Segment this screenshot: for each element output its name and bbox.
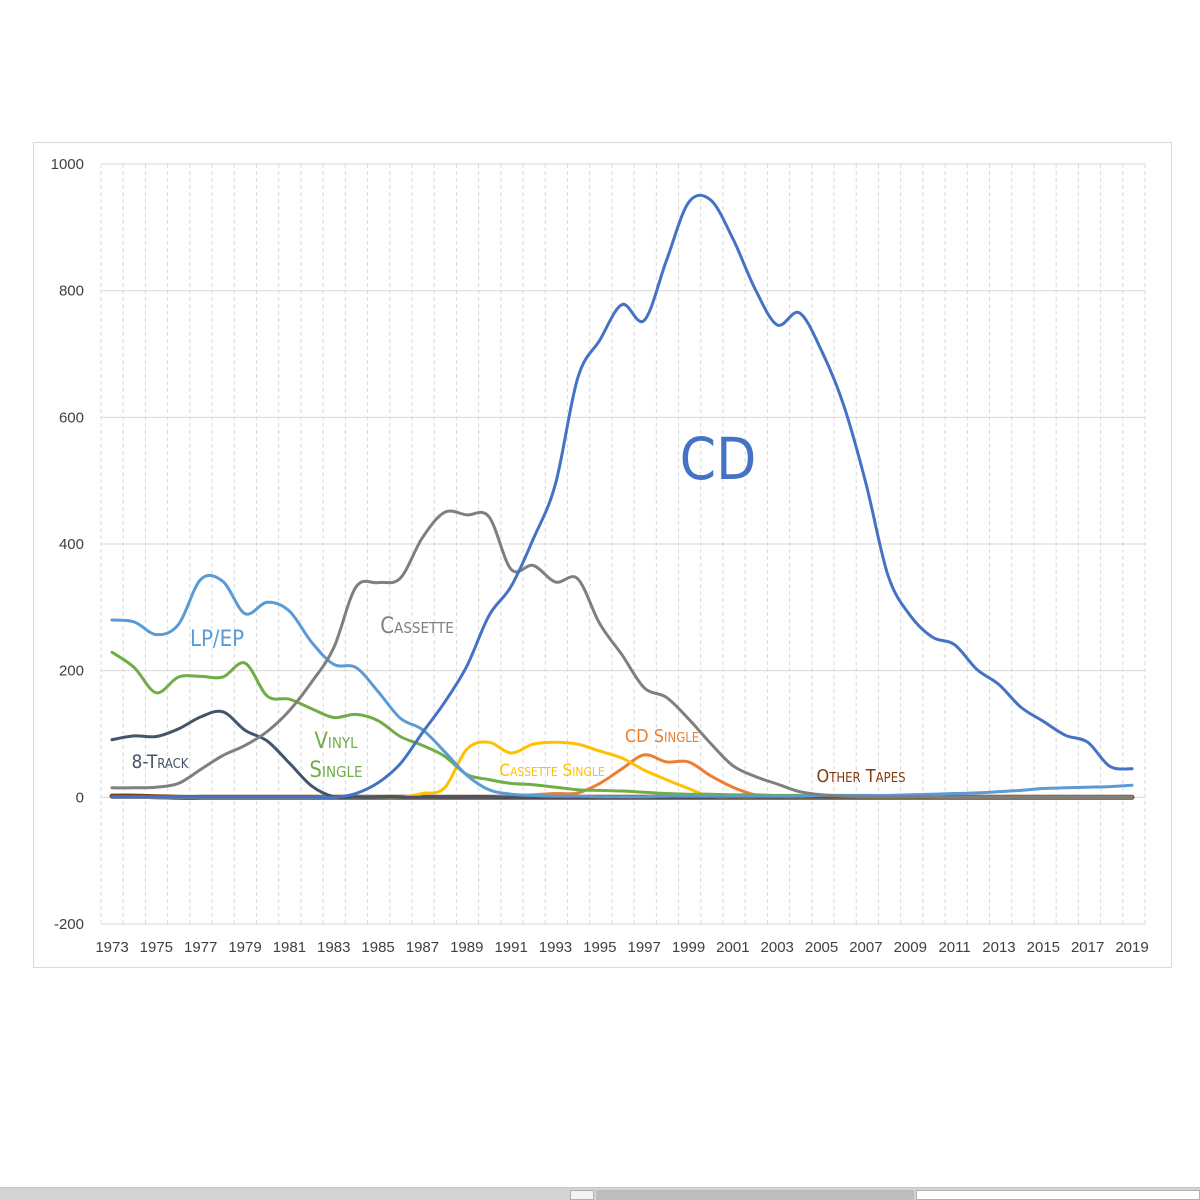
x-tick-label: 1983 bbox=[317, 939, 350, 956]
x-tick-label: 1995 bbox=[583, 939, 616, 956]
x-tick-label: 1985 bbox=[361, 939, 394, 956]
x-tick-label: 2009 bbox=[894, 939, 927, 956]
x-tick-label: 2013 bbox=[982, 939, 1015, 956]
series-label-vinyl-single: Single bbox=[309, 758, 362, 783]
x-tick-label: 1979 bbox=[228, 939, 261, 956]
y-tick-label: 600 bbox=[59, 409, 84, 426]
x-tick-label: 2005 bbox=[805, 939, 838, 956]
x-tick-label: 2001 bbox=[716, 939, 749, 956]
x-tick-label: 1981 bbox=[273, 939, 306, 956]
y-tick-label: 1000 bbox=[51, 156, 84, 173]
x-tick-label: 2017 bbox=[1071, 939, 1104, 956]
series-labels: 8-Track LP/EP Vinyl Single Cassette CD Cassett… bbox=[132, 425, 906, 787]
x-tick-label: 1999 bbox=[672, 939, 705, 956]
x-tick-label: 2019 bbox=[1115, 939, 1148, 956]
x-axis-ticks: 1973 1975 1977 1979 1981 1983 1985 1987 1989 1991… bbox=[95, 939, 1148, 956]
series-label-cd-single: CD Single bbox=[625, 726, 699, 747]
x-tick-label: 1991 bbox=[494, 939, 527, 956]
x-tick-label: 1997 bbox=[627, 939, 660, 956]
series-line-8-track bbox=[110, 709, 1134, 800]
x-tick-label: 1973 bbox=[95, 939, 128, 956]
y-tick-label: 0 bbox=[76, 789, 84, 806]
series-label-8-track: 8-Track bbox=[132, 751, 189, 773]
x-tick-label: 1975 bbox=[140, 939, 173, 956]
x-tick-label: 1987 bbox=[406, 939, 439, 956]
series-label-other-tapes: Other Tapes bbox=[816, 766, 905, 787]
y-tick-label: 400 bbox=[59, 536, 84, 553]
series-lines bbox=[109, 193, 1135, 800]
chart-frame: -200 0 200 400 600 800 1000 1973 1975 1977 1979 19… bbox=[33, 142, 1172, 968]
series-label-cassette-single: Cassette Single bbox=[499, 761, 605, 781]
series-line-vinyl-single bbox=[110, 650, 1134, 799]
series-line-cassette bbox=[110, 509, 1134, 799]
x-tick-label: 1989 bbox=[450, 939, 483, 956]
x-tick-label: 1977 bbox=[184, 939, 217, 956]
x-tick-label: 2011 bbox=[938, 939, 970, 956]
series-label-cassette: Cassette bbox=[380, 614, 453, 639]
series-label-lp-ep: LP/EP bbox=[190, 627, 244, 652]
y-axis-ticks: -200 0 200 400 600 800 1000 bbox=[51, 156, 84, 933]
status-box bbox=[916, 1190, 1200, 1200]
series-label-vinyl-single: Vinyl bbox=[314, 729, 358, 754]
series-label-cd: CD bbox=[680, 425, 757, 493]
y-tick-label: 800 bbox=[59, 283, 84, 300]
x-tick-label: 2003 bbox=[761, 939, 794, 956]
horizontal-scrollbar-track[interactable] bbox=[596, 1190, 914, 1200]
y-tick-label: 200 bbox=[59, 663, 84, 680]
y-tick-label: -200 bbox=[54, 916, 84, 933]
series-line-cd bbox=[110, 193, 1134, 800]
x-tick-label: 1993 bbox=[539, 939, 572, 956]
gridlines bbox=[100, 163, 1146, 925]
horizontal-scrollbar-thumb[interactable] bbox=[570, 1190, 594, 1200]
x-tick-label: 2007 bbox=[849, 939, 882, 956]
series-line-lp-ep bbox=[110, 573, 1134, 799]
x-tick-label: 2015 bbox=[1027, 939, 1060, 956]
